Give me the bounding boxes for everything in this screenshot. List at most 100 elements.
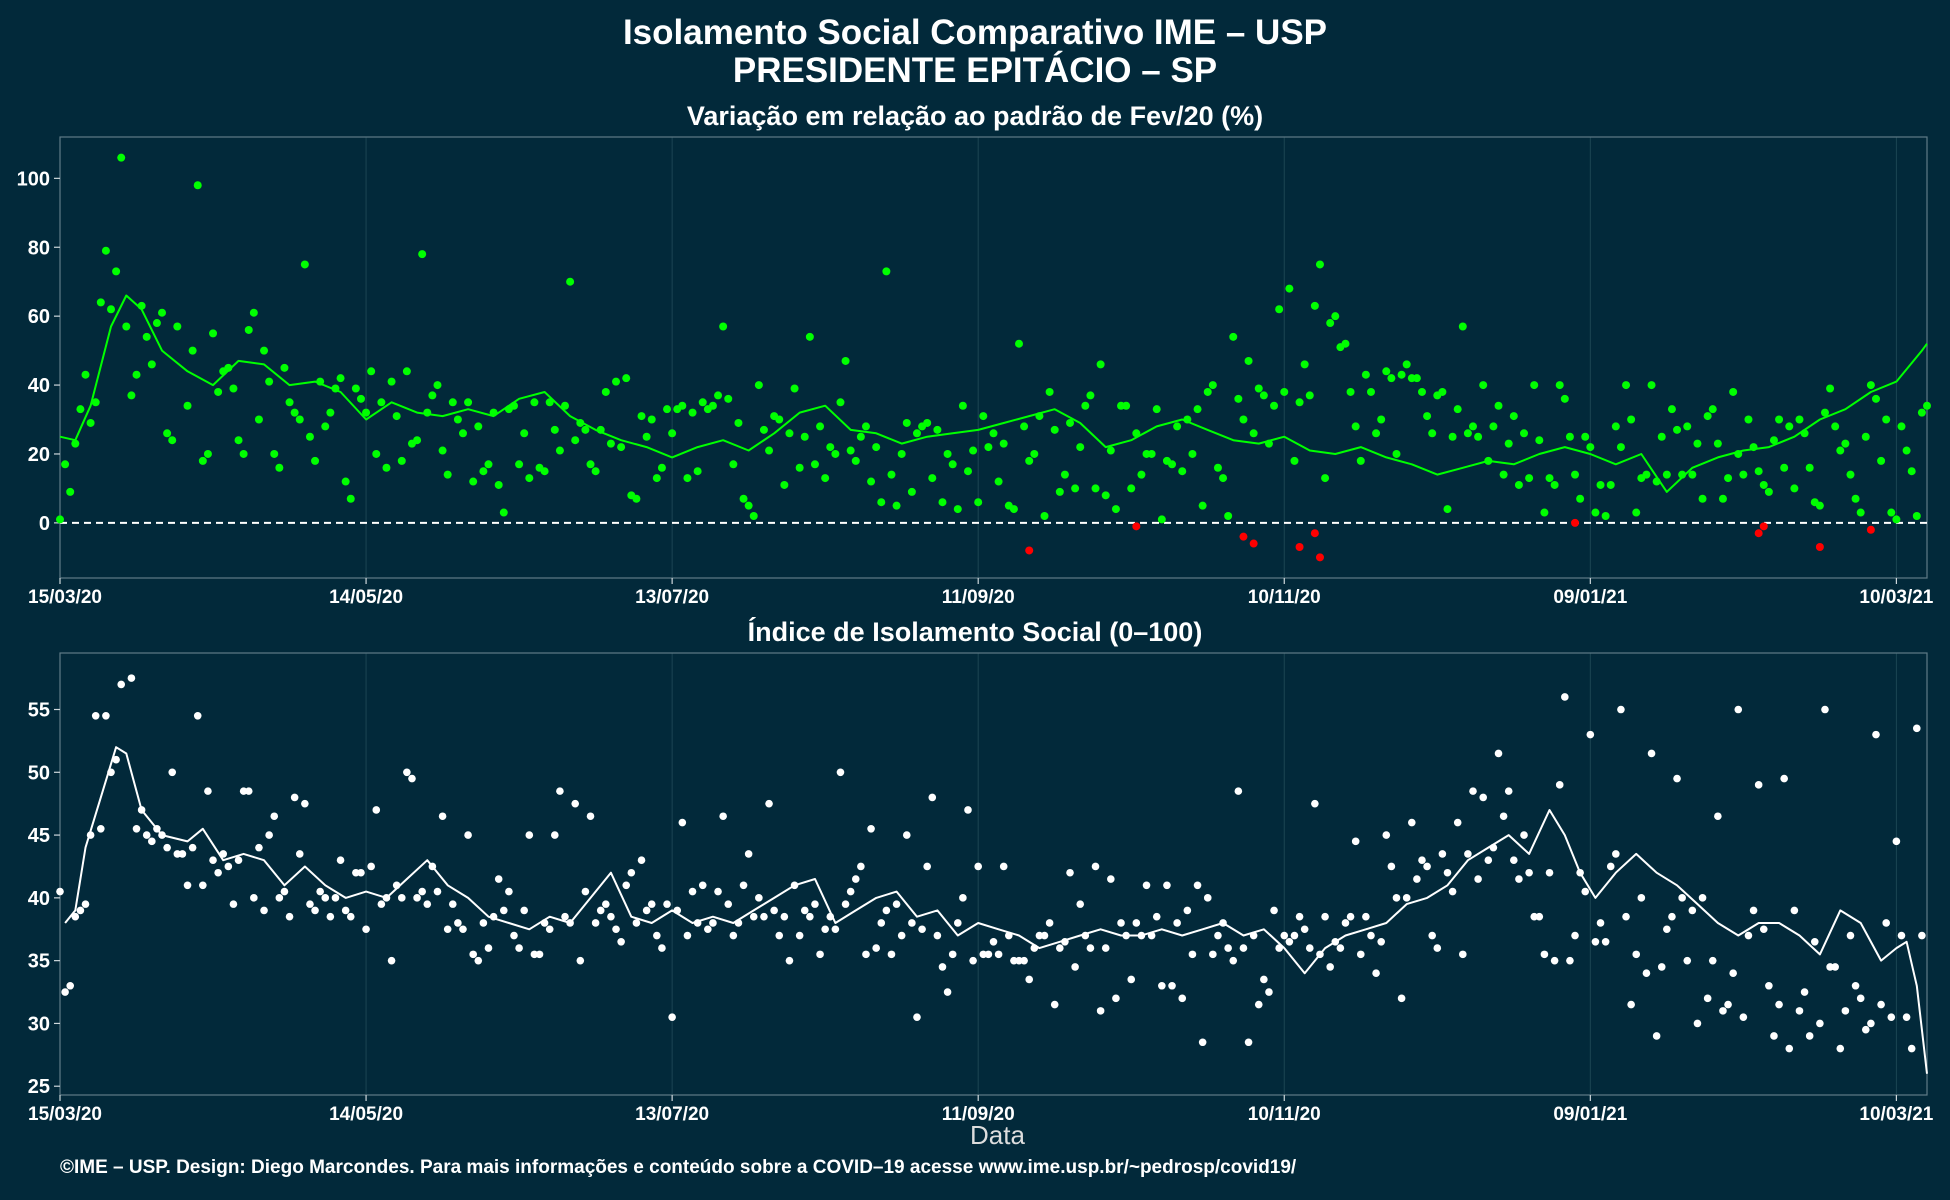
data-point — [346, 912, 355, 921]
data-point-positive — [1310, 301, 1319, 310]
data-point-positive — [1489, 422, 1498, 431]
data-point-positive — [754, 381, 763, 390]
data-point — [199, 881, 207, 890]
data-point — [1887, 1013, 1896, 1021]
data-point — [1158, 981, 1166, 990]
y-tick-label: 0 — [39, 513, 50, 535]
data-point-positive — [678, 401, 687, 410]
data-point-positive — [1346, 387, 1355, 396]
data-point-positive — [1769, 436, 1778, 445]
data-point-positive — [739, 494, 748, 503]
data-point — [1632, 950, 1641, 959]
data-point-positive — [1035, 412, 1044, 421]
data-point-positive — [663, 405, 672, 414]
data-point-positive — [1178, 467, 1187, 476]
data-point-positive — [290, 408, 299, 417]
data-point — [1851, 981, 1860, 990]
data-point-negative — [1571, 518, 1580, 527]
data-point-positive — [464, 398, 473, 407]
data-point-positive — [1382, 367, 1391, 376]
data-point-positive — [1739, 470, 1748, 479]
data-point-negative — [1815, 542, 1824, 551]
data-point-positive — [1698, 494, 1707, 503]
data-point — [1402, 894, 1411, 902]
data-point — [535, 950, 544, 959]
data-point-positive — [1693, 439, 1702, 448]
data-point-positive — [841, 356, 850, 365]
data-point-positive — [367, 367, 376, 376]
data-point-positive — [1616, 443, 1625, 452]
data-point — [214, 868, 222, 877]
data-point — [749, 912, 758, 921]
data-point-positive — [785, 429, 794, 438]
data-point — [499, 906, 508, 915]
data-point — [97, 824, 105, 833]
data-point — [933, 931, 942, 940]
data-point — [1351, 837, 1360, 846]
data-point — [1459, 950, 1467, 959]
data-point-positive — [163, 429, 172, 438]
data-point-positive — [1565, 432, 1574, 441]
data-point-positive — [856, 432, 865, 441]
data-point-positive — [1285, 284, 1294, 293]
data-point-positive — [1509, 412, 1518, 421]
data-point-positive — [1229, 332, 1238, 341]
data-point-positive — [576, 418, 585, 427]
data-point-positive — [234, 436, 243, 445]
data-point-positive — [1866, 381, 1875, 390]
data-point — [739, 881, 748, 890]
y-tick-label: 55 — [28, 700, 50, 722]
data-point — [969, 956, 977, 965]
data-point — [1219, 919, 1227, 927]
data-point-positive — [1627, 415, 1636, 424]
data-point-positive — [1907, 467, 1916, 476]
data-point-positive — [1168, 460, 1177, 469]
data-point — [1499, 812, 1508, 821]
data-point-positive — [1076, 443, 1085, 452]
x-tick-label: 14/05/20 — [329, 1104, 403, 1125]
data-point-positive — [1581, 432, 1590, 441]
x-tick-label: 09/01/21 — [1553, 1104, 1627, 1125]
data-point-positive — [596, 425, 605, 434]
data-point — [1234, 787, 1243, 795]
data-point — [1678, 894, 1686, 902]
data-point — [1770, 1032, 1778, 1040]
data-point — [86, 831, 95, 839]
data-point — [591, 919, 600, 927]
data-point-positive — [1372, 429, 1381, 438]
data-point — [897, 931, 906, 940]
data-point — [479, 919, 488, 927]
data-point-positive — [826, 443, 835, 452]
data-point-positive — [698, 398, 707, 407]
data-point-positive — [1173, 422, 1182, 431]
data-point-positive — [229, 384, 238, 393]
data-point — [1821, 705, 1829, 714]
data-point — [1453, 818, 1462, 827]
data-point — [1469, 787, 1477, 795]
data-point-positive — [300, 260, 309, 269]
data-point — [1724, 1000, 1732, 1009]
data-point-positive — [260, 346, 269, 355]
data-point-positive — [642, 432, 651, 441]
data-point-positive — [1576, 494, 1585, 503]
data-point — [1316, 950, 1324, 959]
data-point-positive — [1530, 381, 1539, 390]
data-point — [178, 850, 187, 858]
data-point-positive — [382, 463, 391, 472]
data-point — [678, 818, 687, 827]
data-point-positive — [81, 370, 90, 379]
data-point-positive — [1877, 456, 1886, 465]
data-point-negative — [1132, 522, 1141, 531]
data-point — [219, 850, 228, 858]
data-point — [454, 919, 462, 927]
data-point-positive — [1479, 381, 1488, 390]
data-point — [494, 875, 503, 883]
data-point-positive — [1050, 425, 1059, 434]
data-point — [1254, 1000, 1263, 1009]
data-point-positive — [953, 505, 962, 514]
x-tick-label: 10/11/20 — [1248, 587, 1321, 608]
data-point-positive — [632, 494, 641, 503]
data-point-positive — [1208, 381, 1217, 390]
data-point — [1382, 831, 1391, 839]
